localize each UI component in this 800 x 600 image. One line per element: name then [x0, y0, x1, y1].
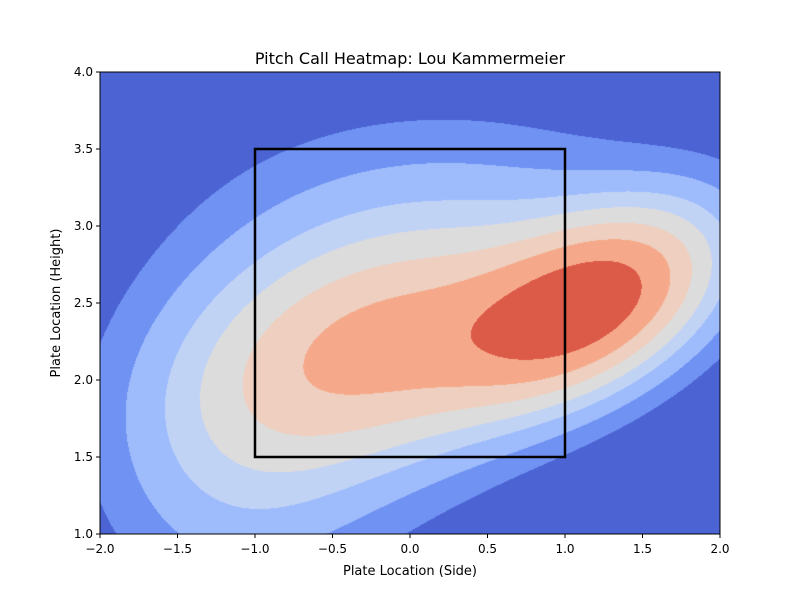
strike-zone	[253, 147, 567, 459]
x-tick-label: 1.0	[555, 542, 574, 556]
y-axis: 1.0 1.5 2.0 2.5 3.0 3.5 4.0	[74, 65, 100, 541]
y-tick-label: 2.0	[74, 373, 93, 387]
y-tick-label: 4.0	[74, 65, 93, 79]
x-tick-label: 0.0	[400, 542, 419, 556]
y-tick-label: 1.0	[74, 527, 93, 541]
y-axis-label: Plate Location (Height)	[49, 229, 64, 378]
x-tick-label: 0.5	[478, 542, 497, 556]
x-tick-label: −1.5	[163, 542, 192, 556]
y-tick-label: 3.0	[74, 219, 93, 233]
x-tick-label: 2.0	[710, 542, 729, 556]
density-contours	[100, 72, 720, 534]
chart-title: Pitch Call Heatmap: Lou Kammermeier	[255, 49, 566, 68]
x-tick-label: −2.0	[85, 542, 114, 556]
x-axis-label: Plate Location (Side)	[343, 564, 477, 579]
y-tick-label: 2.5	[74, 296, 93, 310]
y-tick-label: 1.5	[74, 450, 93, 464]
plot-area	[99, 71, 721, 535]
y-tick-label: 3.5	[74, 142, 93, 156]
x-tick-label: −0.5	[318, 542, 347, 556]
x-tick-label: 1.5	[633, 542, 652, 556]
x-axis: −2.0 −1.5 −1.0 −0.5 0.0 0.5 1.0 1.5 2.0	[85, 534, 730, 556]
x-tick-label: −1.0	[240, 542, 269, 556]
